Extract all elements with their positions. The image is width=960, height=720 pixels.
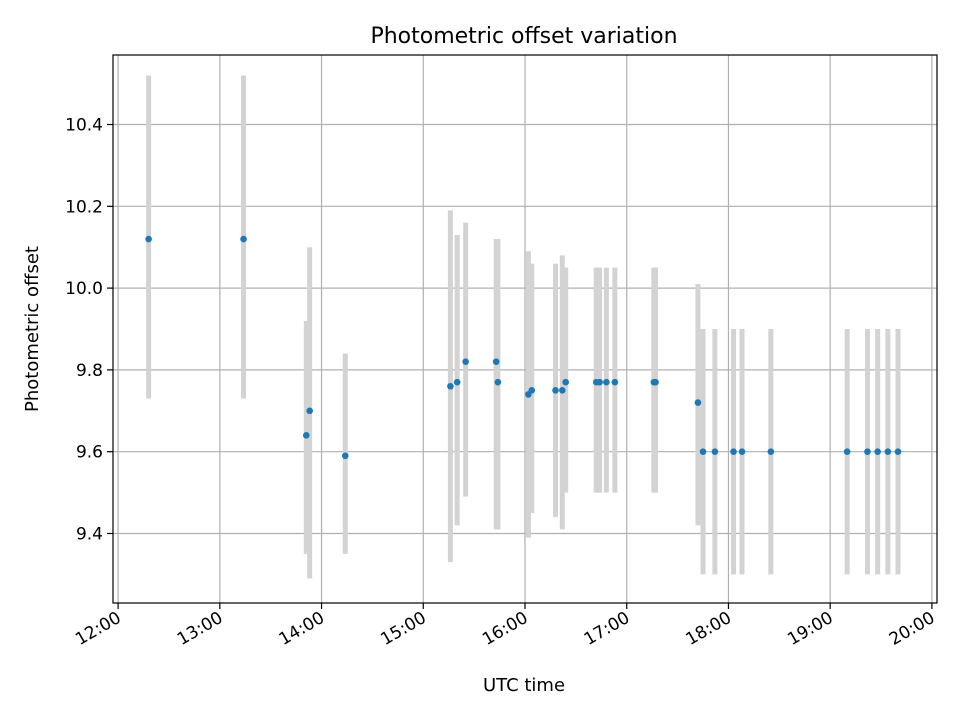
x-tick-label: 13:00 [174, 608, 226, 650]
y-tick-label: 10.0 [65, 279, 103, 299]
data-point [711, 448, 719, 455]
x-tick-label: 15:00 [377, 608, 429, 650]
data-point [494, 378, 502, 386]
x-axis-label: UTC time [483, 675, 565, 696]
data-point [240, 235, 247, 243]
data-point [562, 378, 569, 386]
data-point [145, 235, 152, 243]
y-axis-ticks: 9.4 9.6 9.8 10.0 10.2 10.4 [65, 116, 113, 544]
data-point [652, 378, 659, 386]
y-tick-label: 10.4 [65, 116, 103, 136]
x-tick-label: 16:00 [479, 608, 531, 650]
data-point [874, 448, 881, 455]
data-point [552, 387, 559, 394]
data-point [894, 448, 902, 455]
y-tick-label: 9.6 [76, 443, 103, 463]
error-bars [146, 75, 901, 579]
data-point [462, 358, 469, 366]
x-tick-label: 19:00 [784, 608, 836, 650]
data-point [492, 358, 500, 366]
data-point [884, 448, 892, 455]
y-tick-label: 9.4 [76, 524, 103, 544]
x-tick-label: 14:00 [276, 608, 328, 650]
data-point [843, 448, 851, 455]
data-point [528, 387, 536, 394]
x-tick-label: 18:00 [683, 608, 735, 650]
data-point [864, 448, 871, 455]
data-point [730, 448, 737, 455]
x-tick-label: 17:00 [581, 608, 633, 650]
y-tick-label: 10.2 [65, 197, 103, 217]
data-point [603, 378, 610, 386]
y-tick-label: 9.8 [76, 361, 103, 381]
data-point [694, 399, 702, 406]
data-point [306, 407, 313, 415]
x-tick-label: 12:00 [72, 608, 124, 650]
data-point [596, 378, 603, 386]
data-point [559, 387, 566, 394]
data-point [699, 448, 707, 455]
data-point [453, 378, 461, 386]
grid [113, 55, 937, 603]
data-points [145, 235, 902, 460]
data-point [738, 448, 746, 455]
x-axis-ticks: 12:00 13:00 14:00 15:00 16:00 17:00 18:00 19:00… [72, 603, 938, 650]
y-axis-label: Photometric offset [22, 246, 43, 412]
chart-title: Photometric offset variation [370, 24, 677, 49]
data-point [447, 382, 454, 390]
data-point [611, 378, 619, 386]
data-point [341, 452, 349, 460]
data-point [302, 432, 310, 439]
data-point [767, 448, 775, 455]
x-tick-label: 20:00 [886, 608, 938, 650]
